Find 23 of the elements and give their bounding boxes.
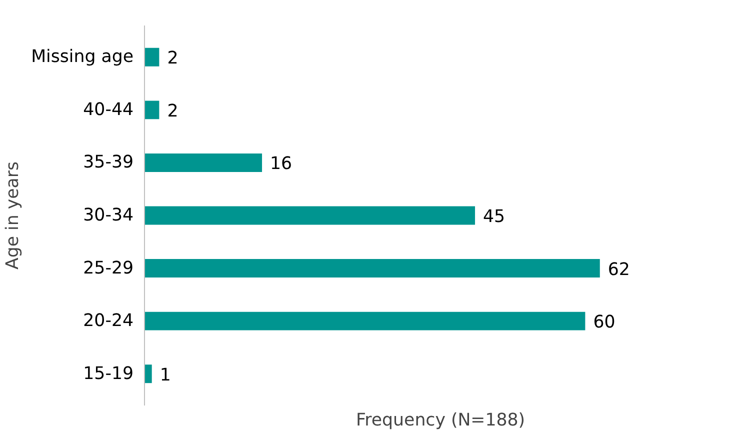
y-tick-label: 20-24	[83, 311, 134, 332]
y-tick-label: Missing age	[31, 47, 134, 68]
x-axis-title: Frequency (N=188)	[356, 410, 526, 430]
bar	[144, 312, 586, 330]
bar	[144, 48, 160, 66]
bar	[144, 259, 600, 278]
bar	[144, 364, 152, 384]
y-tick-label: 25-29	[83, 258, 134, 278]
data-label: 2	[167, 48, 178, 69]
y-axis-title: Age in years	[3, 161, 24, 270]
bar	[144, 206, 476, 225]
y-tick-label: 40-44	[83, 100, 134, 120]
data-label: 60	[593, 312, 616, 333]
y-tick-label: 30-34	[83, 206, 134, 226]
data-label: 1	[160, 365, 171, 386]
data-label: 62	[608, 260, 630, 280]
data-label: 45	[483, 207, 506, 227]
y-tick-label: 35-39	[83, 152, 134, 173]
data-label: 16	[270, 154, 292, 174]
y-tick-label: 15-19	[83, 364, 134, 384]
data-label: 2	[167, 101, 178, 122]
bar	[144, 153, 262, 172]
bar	[144, 100, 160, 120]
